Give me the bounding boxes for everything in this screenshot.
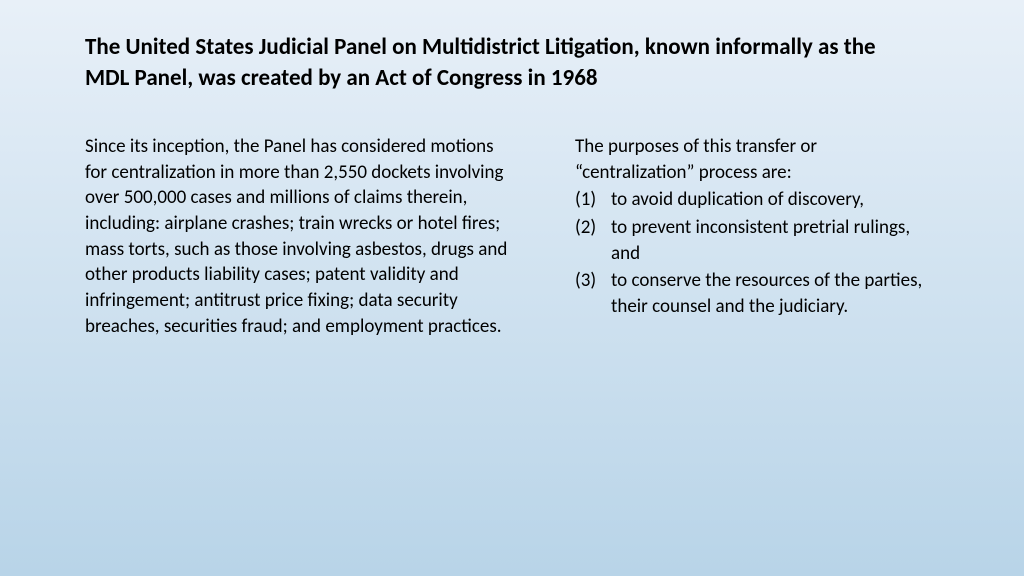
- list-item: to conserve the resources of the parties…: [575, 268, 939, 319]
- list-item: to avoid duplication of discovery,: [575, 187, 939, 213]
- right-column: The purposes of this transfer or “centra…: [575, 134, 939, 339]
- slide-title: The United States Judicial Panel on Mult…: [85, 32, 905, 94]
- list-item: to prevent inconsistent pretrial rulings…: [575, 215, 939, 266]
- content-columns: Since its inception, the Panel has consi…: [85, 134, 939, 339]
- left-column-text: Since its inception, the Panel has consi…: [85, 134, 515, 339]
- presentation-slide: The United States Judicial Panel on Mult…: [0, 0, 1024, 576]
- purposes-list: to avoid duplication of discovery, to pr…: [575, 187, 939, 319]
- purposes-intro-text: The purposes of this transfer or “centra…: [575, 134, 939, 185]
